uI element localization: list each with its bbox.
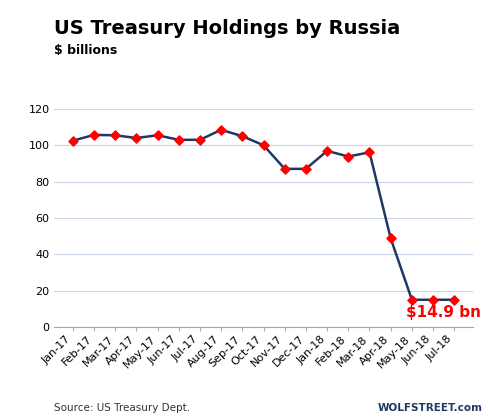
Text: Source: US Treasury Dept.: Source: US Treasury Dept. — [54, 403, 190, 413]
Point — [260, 142, 267, 149]
Point — [345, 153, 352, 160]
Point — [154, 132, 162, 139]
Point — [302, 166, 310, 172]
Text: $14.9 bn: $14.9 bn — [406, 305, 481, 320]
Point — [366, 149, 373, 156]
Point — [132, 134, 140, 141]
Text: US Treasury Holdings by Russia: US Treasury Holdings by Russia — [54, 19, 400, 38]
Point — [239, 133, 246, 140]
Point — [90, 132, 98, 138]
Point — [450, 296, 458, 303]
Text: $ billions: $ billions — [54, 44, 117, 57]
Text: WOLFSTREET.com: WOLFSTREET.com — [378, 403, 483, 413]
Point — [281, 166, 288, 172]
Point — [175, 137, 183, 143]
Point — [429, 296, 437, 303]
Point — [323, 147, 331, 154]
Point — [111, 132, 119, 139]
Point — [387, 235, 395, 242]
Point — [196, 137, 204, 143]
Point — [217, 127, 225, 133]
Point — [69, 137, 77, 144]
Point — [408, 296, 416, 303]
